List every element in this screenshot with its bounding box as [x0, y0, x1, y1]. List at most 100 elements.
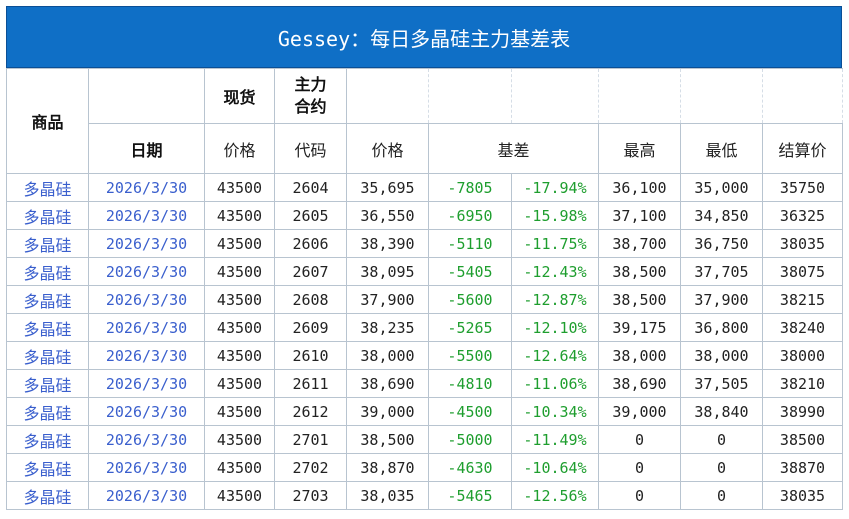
contract-code-cell: 2608: [274, 285, 347, 314]
settle-cell: 35750: [762, 173, 843, 202]
date-cell: 2026/3/30: [88, 369, 205, 398]
header-blank: [346, 68, 429, 124]
basis-percent-cell: -11.75%: [511, 229, 599, 258]
basis-cell: -5500: [428, 341, 512, 370]
basis-percent-cell: -17.94%: [511, 173, 599, 202]
spot-price-cell: 43500: [204, 481, 275, 510]
contract-code-cell: 2703: [274, 481, 347, 510]
table-row: 多晶硅 2026/3/30 43500 2701 38,500 -5000 -11.49% 0…: [6, 425, 843, 454]
basis-cell: -5110: [428, 229, 512, 258]
low-cell: 36,750: [680, 229, 763, 258]
basis-cell: -5465: [428, 481, 512, 510]
header-main-contract-text: 主力 合约: [294, 75, 327, 116]
basis-cell: -6950: [428, 201, 512, 230]
contract-code-cell: 2612: [274, 397, 347, 426]
basis-cell: -7805: [428, 173, 512, 202]
high-cell: 0: [598, 481, 681, 510]
header-contract-price: 价格: [346, 123, 429, 174]
settle-cell: 38035: [762, 481, 843, 510]
date-cell: 2026/3/30: [88, 229, 205, 258]
basis-cell: -5405: [428, 257, 512, 286]
date-cell: 2026/3/30: [88, 285, 205, 314]
spot-price-cell: 43500: [204, 369, 275, 398]
table-row: 多晶硅 2026/3/30 43500 2608 37,900 -5600 -12.87% 3…: [6, 285, 843, 314]
contract-code-cell: 2701: [274, 425, 347, 454]
product-cell: 多晶硅: [6, 285, 89, 314]
contract-code-cell: 2605: [274, 201, 347, 230]
date-cell: 2026/3/30: [88, 453, 205, 482]
low-cell: 37,900: [680, 285, 763, 314]
header-spot-price: 价格: [204, 123, 275, 174]
date-cell: 2026/3/30: [88, 397, 205, 426]
product-cell: 多晶硅: [6, 173, 89, 202]
product-cell: 多晶硅: [6, 453, 89, 482]
header-high: 最高: [598, 123, 681, 174]
contract-price-cell: 37,900: [346, 285, 429, 314]
basis-percent-cell: -12.87%: [511, 285, 599, 314]
table-row: 多晶硅 2026/3/30 43500 2702 38,870 -4630 -10.64% 0…: [6, 453, 843, 482]
contract-price-cell: 38,390: [346, 229, 429, 258]
contract-price-cell: 35,695: [346, 173, 429, 202]
basis-table-container: Gessey：每日多晶硅主力基差表 商品 现货 主力 合约 日期 价格 代码 价…: [6, 6, 843, 510]
basis-table: 商品 现货 主力 合约 日期 价格 代码 价格 基差 最高 最低 结算价 多晶硅…: [6, 68, 843, 510]
low-cell: 35,000: [680, 173, 763, 202]
header-blank: [762, 68, 843, 124]
table-row: 多晶硅 2026/3/30 43500 2609 38,235 -5265 -12.10% 3…: [6, 313, 843, 342]
high-cell: 0: [598, 453, 681, 482]
high-cell: 39,000: [598, 397, 681, 426]
table-row: 多晶硅 2026/3/30 43500 2604 35,695 -7805 -17.94% 3…: [6, 173, 843, 202]
settle-cell: 38500: [762, 425, 843, 454]
date-cell: 2026/3/30: [88, 481, 205, 510]
contract-price-cell: 38,870: [346, 453, 429, 482]
date-cell: 2026/3/30: [88, 341, 205, 370]
basis-cell: -5265: [428, 313, 512, 342]
basis-cell: -4810: [428, 369, 512, 398]
settle-cell: 38035: [762, 229, 843, 258]
spot-price-cell: 43500: [204, 229, 275, 258]
header-blank: [88, 68, 205, 124]
product-cell: 多晶硅: [6, 481, 89, 510]
low-cell: 37,505: [680, 369, 763, 398]
settle-cell: 38000: [762, 341, 843, 370]
basis-cell: -5000: [428, 425, 512, 454]
table-row: 多晶硅 2026/3/30 43500 2611 38,690 -4810 -11.06% 3…: [6, 369, 843, 398]
product-cell: 多晶硅: [6, 257, 89, 286]
settle-cell: 38870: [762, 453, 843, 482]
contract-price-cell: 36,550: [346, 201, 429, 230]
date-cell: 2026/3/30: [88, 313, 205, 342]
low-cell: 37,705: [680, 257, 763, 286]
header-blank: [428, 68, 512, 124]
product-cell: 多晶硅: [6, 397, 89, 426]
basis-cell: -4630: [428, 453, 512, 482]
table-body: 多晶硅 2026/3/30 43500 2604 35,695 -7805 -17.94% 3…: [6, 173, 843, 510]
header-blank: [511, 68, 599, 124]
spot-price-cell: 43500: [204, 425, 275, 454]
low-cell: 0: [680, 425, 763, 454]
contract-code-cell: 2611: [274, 369, 347, 398]
high-cell: 37,100: [598, 201, 681, 230]
basis-percent-cell: -12.56%: [511, 481, 599, 510]
product-cell: 多晶硅: [6, 313, 89, 342]
product-cell: 多晶硅: [6, 201, 89, 230]
settle-cell: 38215: [762, 285, 843, 314]
basis-percent-cell: -11.06%: [511, 369, 599, 398]
contract-price-cell: 38,235: [346, 313, 429, 342]
high-cell: 39,175: [598, 313, 681, 342]
spot-price-cell: 43500: [204, 201, 275, 230]
basis-percent-cell: -10.64%: [511, 453, 599, 482]
spot-price-cell: 43500: [204, 453, 275, 482]
contract-price-cell: 38,690: [346, 369, 429, 398]
settle-cell: 38075: [762, 257, 843, 286]
contract-code-cell: 2609: [274, 313, 347, 342]
basis-percent-cell: -10.34%: [511, 397, 599, 426]
contract-price-cell: 38,095: [346, 257, 429, 286]
date-cell: 2026/3/30: [88, 201, 205, 230]
contract-code-cell: 2607: [274, 257, 347, 286]
date-cell: 2026/3/30: [88, 257, 205, 286]
header-basis: 基差: [428, 123, 599, 174]
table-row: 多晶硅 2026/3/30 43500 2703 38,035 -5465 -12.56% 0…: [6, 481, 843, 510]
spot-price-cell: 43500: [204, 285, 275, 314]
table-row: 多晶硅 2026/3/30 43500 2607 38,095 -5405 -12.43% 3…: [6, 257, 843, 286]
product-cell: 多晶硅: [6, 229, 89, 258]
header-blank: [598, 68, 681, 124]
